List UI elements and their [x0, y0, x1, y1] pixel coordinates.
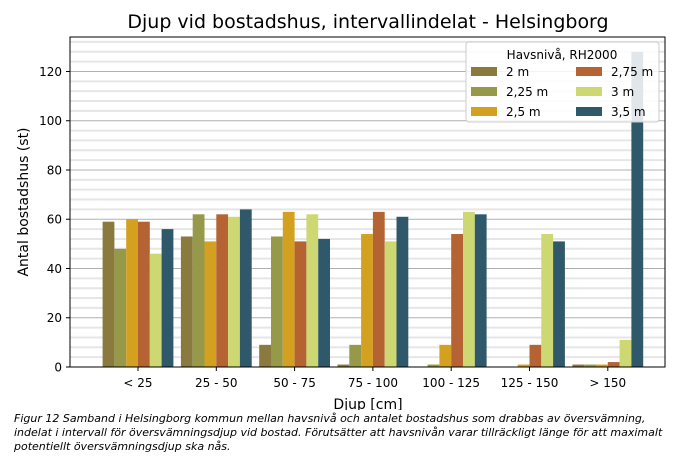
y-tick-label: 120 — [39, 65, 62, 79]
y-tick-label: 0 — [54, 361, 62, 375]
legend-swatch — [576, 107, 602, 116]
x-tick-label: 100 - 125 — [422, 376, 480, 390]
legend-label: 2,5 m — [506, 105, 541, 119]
y-axis-label: Antal bostadshus (st) — [16, 127, 32, 276]
bar — [584, 364, 596, 367]
bar — [349, 344, 362, 367]
bar — [126, 219, 138, 367]
legend-label: 2,25 m — [506, 85, 548, 99]
legend-swatch — [576, 87, 602, 96]
y-tick-label: 80 — [47, 163, 62, 177]
legend-label: 3 m — [611, 85, 634, 99]
bar — [372, 211, 385, 367]
x-axis: < 25 25 - 50 50 - 75 75 - 100 100 - 125 125 -… — [123, 367, 626, 390]
x-tick-label: < 25 — [123, 376, 152, 390]
bar — [517, 364, 530, 367]
bar — [271, 236, 283, 367]
bar — [318, 238, 330, 367]
y-tick-label: 60 — [47, 213, 62, 227]
y-tick-label: 40 — [47, 262, 62, 276]
x-tick-label: 75 - 100 — [348, 376, 398, 390]
x-tick-label: 125 - 150 — [501, 376, 559, 390]
bar — [294, 241, 307, 367]
bar — [180, 236, 193, 367]
bar — [192, 214, 205, 367]
bar — [529, 344, 542, 367]
bar-chart: Djup vid bostadshus, intervallindelat - … — [16, 11, 666, 410]
bars — [102, 51, 644, 367]
bar — [149, 253, 162, 367]
bar — [384, 241, 397, 367]
y-tick-label: 20 — [47, 311, 62, 325]
bar — [138, 221, 150, 367]
bar — [596, 364, 608, 367]
bar — [451, 234, 463, 367]
bar — [306, 214, 319, 367]
bar — [228, 216, 240, 367]
legend-swatch — [471, 67, 497, 76]
bar — [474, 214, 487, 367]
bar — [553, 241, 565, 367]
x-tick-label: > 150 — [589, 376, 626, 390]
legend-swatch — [576, 67, 602, 76]
bar — [607, 362, 620, 367]
bar — [216, 214, 229, 367]
legend-swatch — [471, 87, 497, 96]
legend-label: 2,75 m — [611, 65, 653, 79]
legend: Havsnivå, RH2000 2 m 2,25 m 2,5 m 2,75 m 3 m… — [465, 41, 660, 123]
bar — [114, 248, 127, 367]
bar — [204, 241, 217, 367]
bar — [259, 344, 271, 367]
bar — [102, 221, 115, 367]
bar — [463, 211, 475, 367]
y-tick-label: 100 — [39, 114, 62, 128]
legend-label: 3,5 m — [611, 105, 646, 119]
bar — [282, 211, 295, 367]
bar — [239, 209, 252, 367]
bar — [439, 344, 452, 367]
bar — [619, 339, 632, 367]
bar — [337, 364, 350, 367]
bar — [631, 51, 644, 367]
bar — [396, 216, 409, 367]
legend-title: Havsnivå, RH2000 — [507, 48, 618, 62]
figure-caption: Figur 12 Samband i Helsingborg kommun me… — [14, 412, 663, 453]
bar — [427, 364, 440, 367]
x-tick-label: 25 - 50 — [195, 376, 238, 390]
legend-swatch — [471, 107, 497, 116]
x-axis-label: Djup [cm] — [333, 397, 402, 410]
bar — [161, 229, 174, 367]
bar — [572, 364, 585, 367]
bar — [361, 234, 373, 367]
plot-frame — [69, 36, 666, 368]
legend-label: 2 m — [506, 65, 529, 79]
y-axis: 0 20 40 60 80 100 120 — [39, 65, 70, 375]
x-tick-label: 50 - 75 — [273, 376, 316, 390]
chart-title: Djup vid bostadshus, intervallindelat - … — [127, 11, 608, 33]
bar — [541, 234, 554, 367]
